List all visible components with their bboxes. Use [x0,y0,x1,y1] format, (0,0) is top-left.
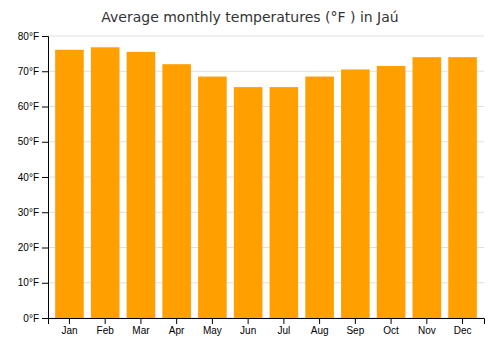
bar [413,57,442,318]
bar [91,47,120,318]
x-tick-mark [212,318,213,324]
title: Average monthly temperatures (°F ) in Ja… [101,9,398,25]
x-tick-label: Feb [97,325,115,336]
y-tick-label: 60°F [18,101,39,112]
y-tick: 30°F [18,207,48,218]
y-tick: 70°F [18,66,48,77]
y-tick-label: 50°F [18,136,39,147]
y-tick: 20°F [18,242,48,253]
y-tick-mark [42,36,48,37]
bar [305,77,334,318]
bar [127,52,156,318]
bar [198,77,227,318]
y-tick-mark [42,212,48,213]
x-axis: Jan Feb Mar Apr May Jun Jul Aug Sep Oct Nov Dec [49,318,485,336]
y-tick-mark [42,283,48,284]
bar [377,66,406,318]
bar [55,50,84,318]
x-tick-mark [283,318,284,324]
x-tick: Jul [277,318,290,336]
y-tick-mark [42,177,48,178]
grid-line [48,36,484,37]
y-tick-label: 20°F [18,242,39,253]
x-tick-label: Apr [169,325,185,336]
bar [162,64,191,318]
y-tick-mark [42,71,48,72]
x-tick-label: Oct [383,325,399,336]
x-tick: May [203,318,222,336]
grid [48,36,484,318]
y-tick-mark [42,142,48,143]
y-tick: 10°F [18,277,48,288]
y-axis-line [42,37,49,319]
x-tick-mark [319,318,320,324]
x-tick-label: Mar [132,325,150,336]
y-tick-mark [42,248,48,249]
x-tick-label: May [203,325,222,336]
x-tick-label: Jan [61,325,77,336]
y-tick-mark [42,318,48,319]
y-tick: 0°F [23,313,48,324]
y-tick-label: 70°F [18,66,39,77]
x-tick: Aug [311,318,329,336]
chart: Jan Feb Mar Apr May Jun Jul Aug Sep Oct Nov Dec 0°F 1… [0,0,500,350]
y-tick: 60°F [18,101,48,112]
y-tick-label: 0°F [23,313,39,324]
x-tick: Jan [61,318,77,336]
bars [55,47,477,318]
x-tick-mark [105,318,106,324]
x-tick-mark [248,318,249,324]
bar [234,87,263,318]
y-tick-label: 40°F [18,172,39,183]
x-tick: Mar [132,318,150,336]
bar [448,57,477,318]
y-tick-label: 80°F [18,31,39,42]
y-axis: 0°F 10°F 20°F 30°F 40°F 50°F 60°F 70°F 80°F [18,31,49,324]
x-tick-mark [391,318,392,324]
x-tick: Nov [418,318,436,336]
x-tick: Feb [97,318,115,336]
x-tick-label: Sep [346,325,364,336]
y-tick: 40°F [18,172,48,183]
x-tick: Sep [346,318,364,336]
x-tick-mark [140,318,141,324]
x-tick-mark [426,318,427,324]
plot: Jan Feb Mar Apr May Jun Jul Aug Sep Oct Nov Dec 0°F 1… [18,31,485,336]
y-tick-label: 10°F [18,277,39,288]
x-tick: Jun [240,318,256,336]
x-tick-label: Jun [240,325,256,336]
x-tick: Apr [169,318,185,336]
x-tick-mark [355,318,356,324]
x-tick: Dec [454,318,472,336]
x-tick-label: Nov [418,325,436,336]
x-tick-label: Jul [277,325,290,336]
y-tick-label: 30°F [18,207,39,218]
x-tick-label: Aug [311,325,329,336]
y-tick: 50°F [18,136,48,147]
y-tick: 80°F [18,31,48,42]
x-axis-line [49,319,485,325]
x-tick-label: Dec [454,325,472,336]
x-tick-mark [69,318,70,324]
x-tick-mark [462,318,463,324]
x-tick: Oct [383,318,399,336]
bar [341,69,370,318]
x-tick-mark [176,318,177,324]
y-tick-mark [42,107,48,108]
bar [270,87,299,318]
